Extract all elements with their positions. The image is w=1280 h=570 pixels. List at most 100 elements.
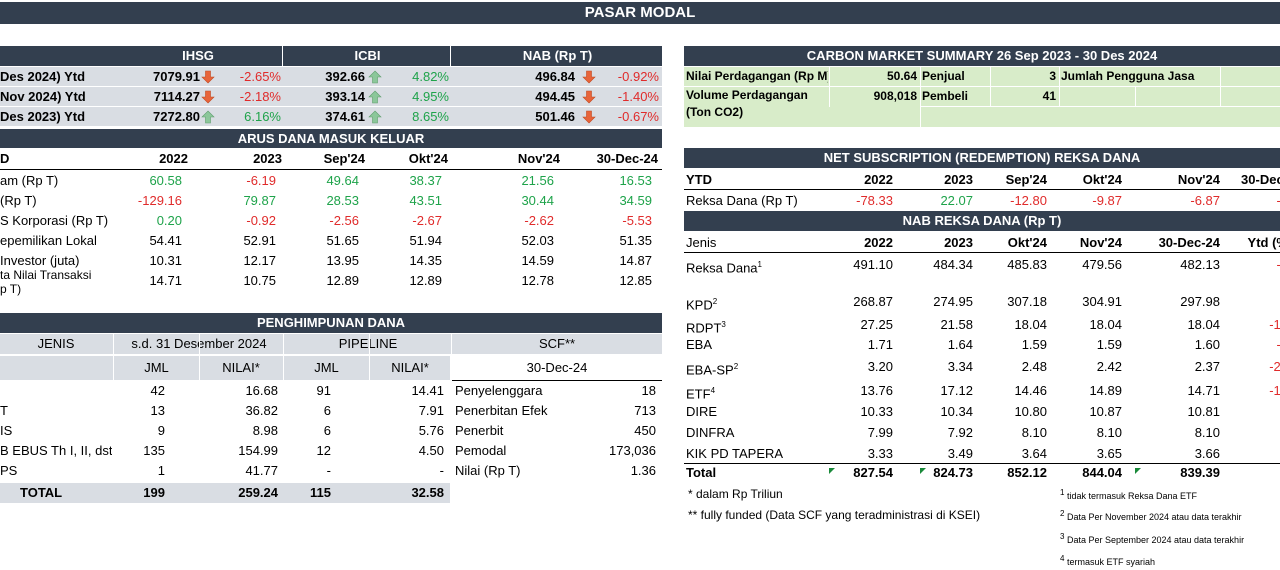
peng-total-nilai: 259.24 — [238, 485, 278, 500]
scf-value: 18 — [641, 383, 656, 398]
footnote-marker: 1 — [757, 260, 762, 269]
peng-row-jenis — [0, 381, 112, 401]
nab-col: Nov'24 — [1079, 235, 1122, 250]
nab-ytd: 4 — [1228, 444, 1280, 463]
arrow-up-icon — [368, 110, 382, 127]
arus-cell: -2.62 — [524, 213, 554, 228]
peng-pnilai: 4.50 — [418, 443, 444, 458]
nab-row-label: Reksa Dana1 — [686, 260, 762, 274]
peng-total-pnilai: 32.58 — [411, 485, 444, 500]
page-title-bar: PASAR MODAL — [0, 2, 1280, 24]
nab-cell: 3.34 — [947, 359, 973, 374]
scf-value: 173,036 — [609, 443, 656, 458]
netsub-col: 2023 — [944, 172, 973, 187]
arus-cell: -5.53 — [622, 213, 652, 228]
arus-cell: 14.35 — [409, 253, 442, 268]
cell-marker-icon — [920, 462, 926, 477]
arus-row-label: (Rp T) — [0, 193, 37, 208]
nab-total-cell: 839.39 — [1180, 465, 1220, 480]
market-row-bg — [0, 107, 662, 126]
market-row-label: Nov 2024) Ytd — [0, 89, 86, 104]
arus-cell: 12.85 — [619, 273, 652, 288]
arus-col-header: 2022 — [159, 151, 188, 166]
nab-total-label: Total — [686, 465, 717, 480]
nab-total-cell: 824.73 — [933, 465, 973, 480]
peng-divider — [113, 334, 114, 380]
nab-cell: 13.76 — [860, 383, 893, 398]
nab-cell: 2.48 — [1021, 359, 1047, 374]
nab-total-cell: 827.54 — [853, 465, 893, 480]
arus-cell: 34.59 — [619, 193, 652, 208]
header-ihsg: IHSG — [118, 46, 278, 66]
nab-cell: 1.60 — [1194, 337, 1220, 352]
carbon-hline — [684, 86, 1280, 87]
cell-marker-icon — [1135, 462, 1141, 477]
arrow-up-icon — [368, 90, 382, 107]
nab-cell: 482.13 — [1180, 257, 1220, 272]
arus-cell: 51.94 — [409, 233, 442, 248]
market-row-label: Des 2024) Ytd — [0, 69, 86, 84]
nab-row-label: EBA-SP2 — [686, 362, 739, 376]
icbi-value: 392.66 — [325, 69, 365, 84]
netsub-col: Nov'24 — [1177, 172, 1220, 187]
netsub-cell: -12.80 — [1010, 193, 1047, 208]
nab-total-cell: 844.04 — [1082, 465, 1122, 480]
peng-pjml: 6 — [323, 403, 331, 418]
header-divider — [450, 46, 451, 66]
nab-cell: 14.89 — [1089, 383, 1122, 398]
peng-row-jenis: T — [0, 403, 8, 418]
scf-label: Pemodal — [455, 443, 507, 458]
icbi-pct: 4.95% — [412, 89, 449, 104]
arus-cell: 13.95 — [326, 253, 359, 268]
arus-cell: 0.20 — [156, 213, 182, 228]
ihsg-pct: -2.65% — [239, 69, 281, 84]
carbon-nilai-value: 50.64 — [886, 69, 917, 83]
arus-col-header: D — [0, 151, 10, 166]
arus-col-header: Sep'24 — [323, 151, 365, 166]
market-row-bg — [0, 87, 662, 106]
nab-cell: 17.12 — [940, 383, 973, 398]
nab-line — [684, 252, 1280, 253]
nab-cell: 8.10 — [1194, 425, 1220, 440]
carbon-volume-label2: (Ton CO2) — [686, 105, 744, 119]
nab-pct: -0.67% — [617, 109, 659, 124]
peng-jml: 42 — [150, 383, 165, 398]
nab-col: Okt'24 — [1007, 235, 1047, 250]
arus-cell: 28.53 — [326, 193, 359, 208]
carbon-pembeli-value: 41 — [1042, 89, 1056, 103]
netsub-col: 2022 — [864, 172, 893, 187]
footnote: 4 termasuk ETF syariah — [1060, 551, 1280, 567]
arus-cell: 12.78 — [521, 273, 554, 288]
carbon-hline — [920, 106, 1280, 107]
arus-cell: 14.59 — [521, 253, 554, 268]
peng-jml: 1 — [157, 463, 165, 478]
carbon-title: CARBON MARKET SUMMARY 26 Sep 2023 - 30 D… — [684, 46, 1280, 66]
peng-pjml: 91 — [316, 383, 331, 398]
peng-pjml: - — [326, 463, 331, 478]
carbon-penjual-label: Penjual — [922, 69, 965, 83]
arus-cell: 10.75 — [243, 273, 276, 288]
nab-value: 501.46 — [535, 109, 575, 124]
arus-cell: 10.31 — [149, 253, 182, 268]
nab-cell: 3.65 — [1096, 446, 1122, 461]
nab-cell: 3.66 — [1194, 446, 1220, 461]
carbon-penjual-value: 3 — [1049, 69, 1056, 83]
nab-col: 2023 — [944, 235, 973, 250]
peng-row-jenis: PS — [0, 463, 18, 478]
netsub-col: Sep'24 — [1005, 172, 1047, 187]
arus-cell: 21.56 — [521, 173, 554, 188]
nab-ytd: 2 — [1228, 423, 1280, 442]
arus-cell: 38.37 — [409, 173, 442, 188]
peng-divider — [369, 334, 370, 380]
peng-nilai: 16.68 — [245, 383, 278, 398]
icbi-value: 393.14 — [325, 89, 365, 104]
nab-row-label: KPD2 — [686, 297, 718, 311]
arus-cell: 16.53 — [619, 173, 652, 188]
ihsg-value: 7272.80 — [153, 109, 200, 124]
arus-cell: 43.51 — [409, 193, 442, 208]
arus-cell: 60.58 — [149, 173, 182, 188]
peng-row-jenis: IS — [0, 423, 13, 438]
peng-nilai: 8.98 — [252, 423, 278, 438]
peng-nilai: 154.99 — [238, 443, 278, 458]
peng-total-jml: 199 — [143, 485, 165, 500]
